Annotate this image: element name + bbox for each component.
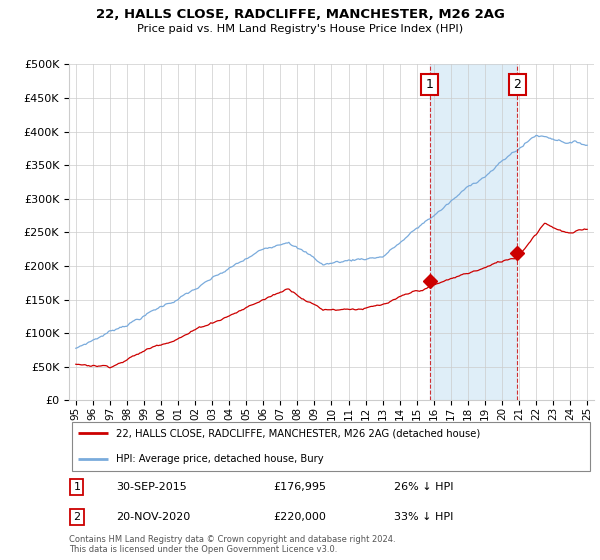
- Text: 22, HALLS CLOSE, RADCLIFFE, MANCHESTER, M26 2AG: 22, HALLS CLOSE, RADCLIFFE, MANCHESTER, …: [95, 8, 505, 21]
- Text: 20-NOV-2020: 20-NOV-2020: [116, 512, 191, 522]
- Text: Contains HM Land Registry data © Crown copyright and database right 2024.
This d: Contains HM Land Registry data © Crown c…: [69, 535, 395, 554]
- Text: 2: 2: [73, 512, 80, 522]
- Text: £176,995: £176,995: [274, 482, 327, 492]
- Text: £220,000: £220,000: [274, 512, 326, 522]
- Text: 26% ↓ HPI: 26% ↓ HPI: [395, 482, 454, 492]
- Text: 2: 2: [514, 78, 521, 91]
- Text: 22, HALLS CLOSE, RADCLIFFE, MANCHESTER, M26 2AG (detached house): 22, HALLS CLOSE, RADCLIFFE, MANCHESTER, …: [116, 428, 481, 438]
- Bar: [430, 64, 517, 400]
- Text: HPI: Average price, detached house, Bury: HPI: Average price, detached house, Bury: [116, 454, 324, 464]
- Text: 1: 1: [73, 482, 80, 492]
- Text: Price paid vs. HM Land Registry's House Price Index (HPI): Price paid vs. HM Land Registry's House …: [137, 24, 463, 34]
- Text: 30-SEP-2015: 30-SEP-2015: [116, 482, 187, 492]
- Text: 1: 1: [425, 78, 433, 91]
- FancyBboxPatch shape: [71, 422, 590, 471]
- Text: 33% ↓ HPI: 33% ↓ HPI: [395, 512, 454, 522]
